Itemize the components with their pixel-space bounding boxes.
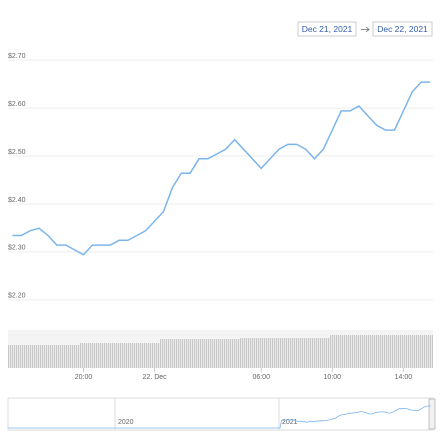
- y-tick-label: $2.40: [8, 197, 26, 204]
- y-tick-label: $2.50: [8, 149, 26, 156]
- navigator-handle[interactable]: [428, 398, 436, 430]
- range-from-box[interactable]: [297, 21, 357, 37]
- navigator-label: 2021: [282, 419, 298, 426]
- navigator-label: 2020: [118, 419, 134, 426]
- y-tick-label: $2.60: [8, 101, 26, 108]
- range-arrow: [361, 26, 370, 33]
- y-tick-label: $2.30: [8, 245, 26, 252]
- x-tick-label: 22. Dec: [143, 374, 168, 381]
- range-to-box[interactable]: [372, 21, 433, 37]
- y-tick-label: $2.20: [8, 293, 26, 300]
- x-tick-label: 10:00: [324, 374, 342, 381]
- y-tick-label: $2.70: [8, 53, 26, 60]
- price-line: [12, 81, 430, 256]
- range-to[interactable]: Dec 22, 2021: [377, 24, 428, 34]
- range-from[interactable]: Dec 21, 2021: [302, 24, 353, 34]
- x-tick-label: 06:00: [252, 374, 270, 381]
- x-tick-label: 20:00: [75, 374, 93, 381]
- x-tick-label: 14:00: [395, 374, 413, 381]
- volume-bars: [8, 335, 433, 368]
- navigator-line: [8, 405, 431, 429]
